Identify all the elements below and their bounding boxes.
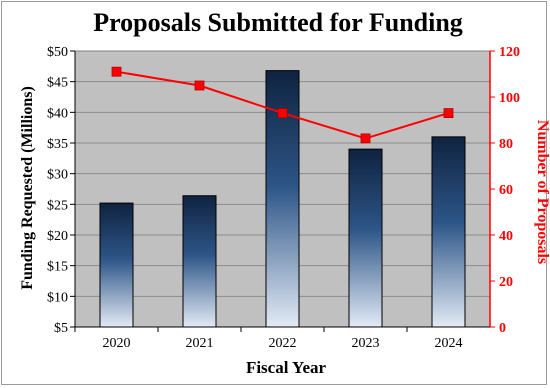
bar-2020 (99, 202, 134, 328)
x-tick-label: 2023 (352, 336, 380, 351)
y2-tick-label: 80 (499, 137, 513, 152)
y2-tick-label: 20 (499, 275, 513, 290)
proposals-point-2020 (111, 66, 122, 77)
y2-tick-label: 100 (499, 91, 520, 106)
y-tick-label: $40 (47, 106, 68, 121)
y2-tick-label: 40 (499, 229, 513, 244)
y-tick-label: $5 (54, 321, 68, 336)
proposals-point-2021 (194, 80, 205, 91)
x-tick-label: 2021 (186, 336, 214, 351)
y-tick-label: $20 (47, 229, 68, 244)
y-tick-label: $50 (47, 45, 68, 60)
y-tick-label: $45 (47, 76, 68, 91)
bar-2023 (348, 148, 383, 328)
y-tick-label: $25 (47, 198, 68, 213)
proposals-point-2024 (443, 108, 454, 118)
bar-2021 (182, 195, 217, 328)
y-tick-label: $30 (47, 168, 68, 183)
y-tick-label: $15 (47, 260, 68, 275)
x-tick-label: 2022 (269, 336, 297, 351)
x-tick-label: 2024 (435, 336, 463, 351)
y-tick-label: $35 (47, 137, 68, 152)
proposals-point-2023 (360, 133, 371, 144)
proposals-point-2022 (277, 108, 288, 118)
x-axis-title: Fiscal Year (246, 358, 327, 377)
y2-axis-title: Number of Proposals (534, 120, 550, 264)
y2-tick-label: 120 (499, 45, 520, 60)
bar-2024 (431, 136, 466, 328)
y2-tick-label: 60 (499, 183, 513, 198)
y-tick-label: $10 (47, 290, 68, 305)
chart-title: Proposals Submitted for Funding (93, 8, 463, 37)
y2-tick-label: 0 (499, 321, 506, 336)
y-axis-title: Funding Requested (Millions) (19, 86, 36, 290)
x-tick-label: 2020 (103, 336, 131, 351)
